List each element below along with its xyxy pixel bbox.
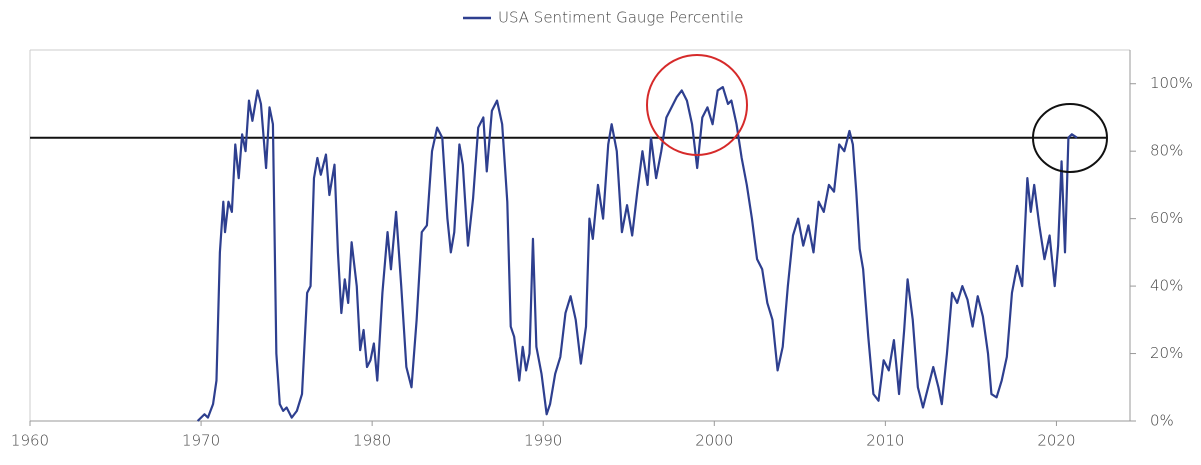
x-tick-label: 1980: [353, 432, 391, 450]
x-tick-label: 2000: [695, 432, 733, 450]
x-tick-label: 2010: [866, 432, 904, 450]
y-tick-label: 100%: [1150, 74, 1193, 92]
y-tick-label: 40%: [1150, 277, 1183, 295]
data-line: [196, 86, 1078, 422]
y-tick-label: 0%: [1150, 412, 1174, 430]
x-tick-label: 1990: [524, 432, 562, 450]
y-tick-label: 80%: [1150, 142, 1183, 160]
legend-label: USA Sentiment Gauge Percentile: [498, 9, 743, 27]
y-tick-label: 20%: [1150, 344, 1183, 362]
highlight-circle: [646, 54, 748, 156]
legend: USA Sentiment Gauge Percentile: [463, 9, 743, 27]
x-tick-label: 1960: [11, 432, 49, 450]
x-tick-label: 1970: [182, 432, 220, 450]
x-tick-label: 2020: [1037, 432, 1075, 450]
highlight-circle: [1032, 103, 1108, 173]
y-tick-label: 60%: [1150, 209, 1183, 227]
